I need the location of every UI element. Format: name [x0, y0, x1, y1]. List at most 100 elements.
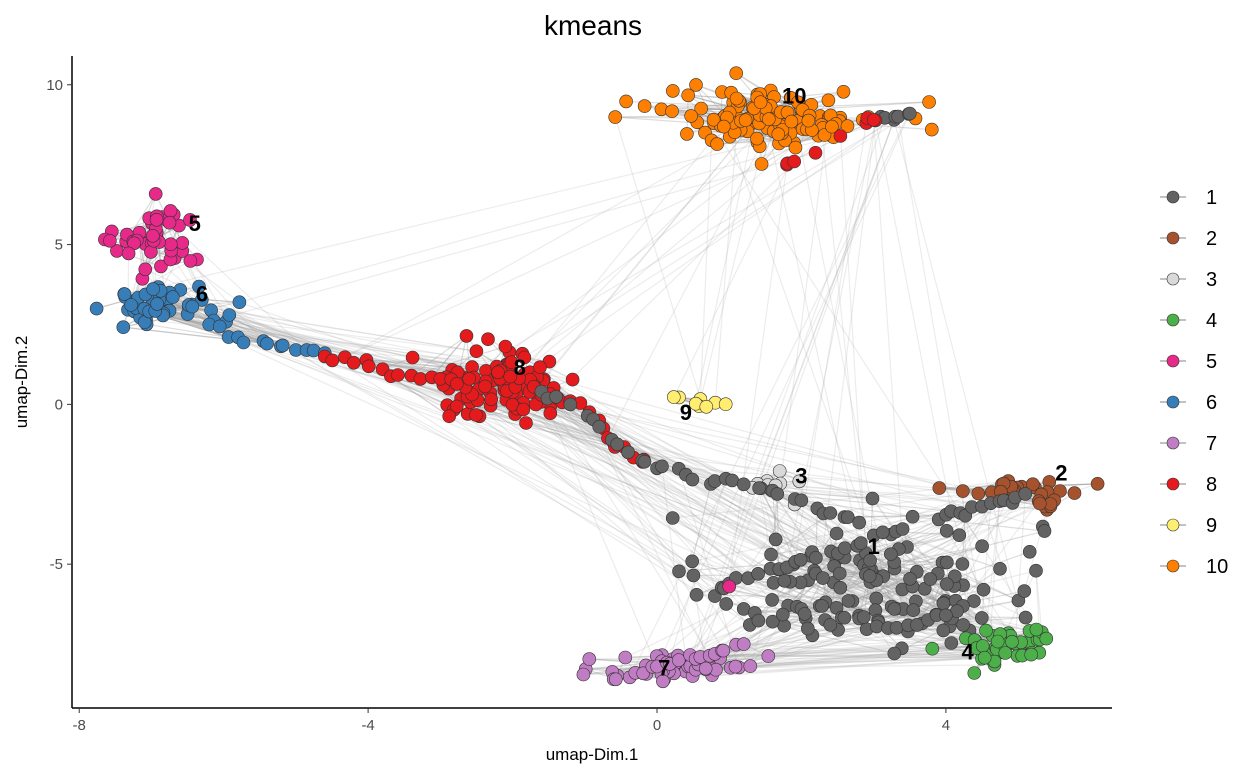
point-cluster-1-674 — [752, 614, 765, 627]
point-cluster-5-230 — [122, 247, 135, 260]
point-cluster-1-709 — [838, 542, 851, 555]
point-cluster-5-240 — [184, 254, 197, 267]
cluster-label-8: 8 — [514, 355, 526, 380]
legend-item-5: 5 — [1160, 351, 1217, 373]
legend-swatch-5 — [1167, 355, 1179, 367]
legend-item-2: 2 — [1160, 228, 1217, 250]
point-cluster-5-239 — [163, 216, 176, 229]
point-cluster-1-643 — [708, 475, 721, 488]
point-cluster-1-658 — [853, 516, 866, 529]
point-cluster-8-382 — [544, 407, 557, 420]
point-cluster-1-700 — [752, 567, 765, 580]
point-cluster-10-525 — [685, 109, 698, 122]
point-cluster-10-569 — [730, 92, 743, 105]
point-cluster-2-125 — [1068, 487, 1081, 500]
point-cluster-1-646 — [737, 478, 750, 491]
point-cluster-1-42 — [994, 562, 1007, 575]
x-tick-label-1: -4 — [361, 717, 374, 734]
point-cluster-8-608 — [463, 372, 476, 385]
point-cluster-1-64 — [937, 597, 950, 610]
legend-label-9: 9 — [1206, 515, 1217, 537]
point-cluster-4-192 — [999, 647, 1012, 660]
point-cluster-1-85 — [924, 573, 937, 586]
point-cluster-1-634 — [622, 446, 635, 459]
point-cluster-3-147 — [773, 465, 786, 478]
point-cluster-1-95 — [801, 622, 814, 635]
point-cluster-1-59 — [866, 492, 879, 505]
legend-swatch-10 — [1167, 560, 1179, 572]
edge-1501 — [491, 115, 776, 399]
point-cluster-10-555 — [682, 89, 695, 102]
point-cluster-1-648 — [753, 482, 766, 495]
point-cluster-1-722 — [903, 107, 916, 120]
x-tick-label-2: 0 — [653, 717, 661, 734]
point-cluster-8-368 — [566, 373, 579, 386]
cluster-label-10: 10 — [782, 83, 806, 108]
point-cluster-7-293 — [762, 650, 775, 663]
point-cluster-8-758 — [867, 113, 880, 126]
point-cluster-8-416 — [406, 351, 419, 364]
point-cluster-8-420 — [517, 403, 530, 416]
point-cluster-1-58 — [834, 581, 847, 594]
point-cluster-1-715 — [896, 523, 909, 536]
point-cluster-5-235 — [103, 234, 116, 247]
edge-1477 — [214, 153, 816, 321]
point-cluster-1-671 — [1019, 487, 1032, 500]
legend-label-4: 4 — [1206, 310, 1217, 332]
point-cluster-1-650 — [771, 487, 784, 500]
point-cluster-1-679 — [798, 607, 811, 620]
point-cluster-2-141 — [956, 485, 969, 498]
x-axis-title: umap-Dim.1 — [546, 745, 639, 764]
point-cluster-1-93 — [778, 574, 791, 587]
point-cluster-1-633 — [611, 438, 624, 451]
point-cluster-1-89 — [833, 567, 846, 580]
point-cluster-10-563 — [751, 132, 764, 145]
point-cluster-10-570 — [754, 96, 767, 109]
cluster-label-6: 6 — [196, 282, 208, 307]
point-cluster-5-218 — [149, 187, 162, 200]
point-cluster-8-607 — [450, 377, 463, 390]
point-cluster-10-483 — [638, 100, 651, 113]
point-cluster-8-362 — [482, 333, 495, 346]
point-cluster-1-116 — [940, 524, 953, 537]
point-cluster-1-118 — [863, 570, 876, 583]
point-cluster-8-429 — [534, 361, 547, 374]
point-cluster-1-43 — [1019, 611, 1032, 624]
point-cluster-1-56 — [1023, 545, 1036, 558]
point-cluster-10-566 — [755, 158, 768, 171]
point-cluster-10-574 — [772, 128, 785, 141]
legend-item-10: 10 — [1160, 556, 1228, 578]
legend-swatch-8 — [1167, 478, 1179, 490]
point-cluster-1-641 — [686, 473, 699, 486]
point-cluster-10-536 — [609, 111, 622, 124]
point-cluster-1-693 — [939, 609, 952, 622]
point-cluster-1-16 — [870, 592, 883, 605]
cluster-label-5: 5 — [189, 211, 201, 236]
point-cluster-10-564 — [762, 113, 775, 126]
point-cluster-1-104 — [888, 647, 901, 660]
edge-1506 — [505, 115, 831, 387]
point-cluster-1-638 — [656, 460, 669, 473]
point-cluster-8-752 — [788, 155, 801, 168]
y-tick-label-3: 10 — [46, 77, 63, 94]
point-cluster-7-739 — [717, 644, 730, 657]
point-cluster-1-105 — [940, 578, 953, 591]
point-cluster-8-379 — [470, 409, 483, 422]
point-cluster-7-323 — [729, 660, 742, 673]
legend-label-8: 8 — [1206, 474, 1217, 496]
point-cluster-7-307 — [577, 668, 590, 681]
legend-label-2: 2 — [1206, 228, 1217, 250]
chart-title: kmeans — [544, 10, 642, 41]
point-cluster-8-753 — [809, 146, 822, 159]
point-cluster-4-168 — [926, 642, 939, 655]
point-cluster-1-657 — [841, 511, 854, 524]
point-cluster-4-198 — [1006, 635, 1019, 648]
legend-label-6: 6 — [1206, 392, 1217, 414]
point-cluster-1-711 — [854, 537, 867, 550]
point-cluster-1-83 — [842, 594, 855, 607]
cluster-label-4: 4 — [961, 640, 974, 665]
legend-item-8: 8 — [1160, 474, 1217, 496]
point-cluster-5-220 — [139, 263, 152, 276]
legend-label-7: 7 — [1206, 433, 1217, 455]
point-cluster-1-706 — [809, 551, 822, 564]
